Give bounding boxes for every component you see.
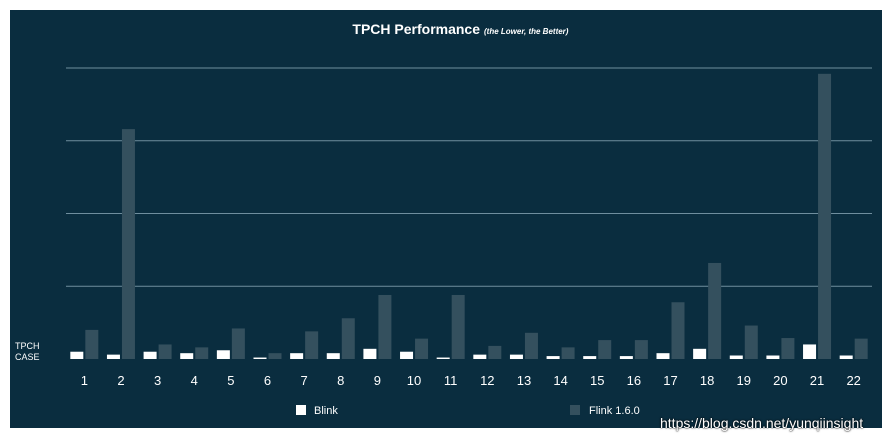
legend-label-flink: Flink 1.6.0 — [589, 405, 640, 417]
bar-blink-16 — [619, 356, 633, 359]
bar-blink-19 — [729, 355, 743, 359]
bar-flink-16 — [634, 340, 648, 359]
legend-swatch-blink — [296, 405, 306, 415]
bar-flink-5 — [231, 328, 245, 359]
bar-flink-9 — [378, 294, 392, 359]
bar-flink-21 — [818, 73, 832, 359]
x-tick-label: 20 — [773, 373, 787, 388]
bar-flink-3 — [158, 344, 172, 359]
x-tick-label: 22 — [846, 373, 860, 388]
x-tick-label: 16 — [627, 373, 641, 388]
bar-blink-18 — [693, 348, 707, 359]
bar-flink-11 — [451, 294, 465, 359]
legend: Blink Flink 1.6.0 — [296, 405, 640, 417]
x-tick-label: 18 — [700, 373, 714, 388]
x-tick-labels: 1 2 3 4 5 6 7 8 9 10 11 12 13 14 15 16 17 18 19 20 21 22 — [81, 373, 861, 388]
x-tick-label: 12 — [480, 373, 494, 388]
x-tick-label: 13 — [517, 373, 531, 388]
bar-blink-7 — [290, 353, 304, 359]
bars — [70, 73, 868, 359]
bar-blink-15 — [583, 356, 597, 359]
bar-blink-11 — [436, 357, 450, 359]
legend-label-blink: Blink — [314, 405, 338, 417]
x-tick-label: 6 — [264, 373, 271, 388]
chart-frame: 1 2 3 4 5 6 7 8 9 10 11 12 13 14 15 16 17 18 19 20 21 22 TPCH… — [10, 10, 882, 431]
legend-swatch-flink — [570, 405, 580, 415]
watermark: https://blog.csdn.net/yunqiinsight — [660, 415, 864, 431]
bar-blink-2 — [106, 354, 120, 359]
bar-flink-19 — [744, 325, 758, 359]
bar-flink-14 — [561, 347, 575, 359]
bar-flink-18 — [708, 262, 722, 359]
chart-title: TPCH Performance — [352, 21, 480, 37]
x-tick-label: 1 — [81, 373, 88, 388]
x-tick-label: 21 — [810, 373, 824, 388]
x-tick-label: 11 — [444, 373, 458, 388]
x-tick-label: 8 — [337, 373, 344, 388]
x-tick-label: 19 — [737, 373, 751, 388]
gridlines — [66, 67, 872, 287]
x-tick-label: 3 — [154, 373, 161, 388]
x-tick-label: 14 — [553, 373, 567, 388]
x-tick-label: 4 — [191, 373, 198, 388]
bar-blink-4 — [180, 353, 194, 359]
bar-blink-12 — [473, 354, 487, 359]
x-axis-label: TPCH CASE — [15, 341, 40, 362]
bar-flink-6 — [268, 353, 282, 359]
bar-flink-2 — [121, 129, 135, 359]
bar-blink-20 — [766, 355, 780, 359]
bar-blink-13 — [509, 354, 523, 359]
bar-blink-14 — [546, 356, 560, 359]
bar-blink-6 — [253, 357, 267, 359]
bar-flink-10 — [415, 338, 429, 359]
bar-blink-22 — [839, 355, 853, 359]
bar-flink-17 — [671, 302, 685, 359]
bar-flink-1 — [85, 329, 99, 359]
x-tick-label: 17 — [663, 373, 677, 388]
bar-blink-9 — [363, 348, 377, 359]
bar-blink-17 — [656, 353, 670, 359]
x-tick-label: 2 — [117, 373, 124, 388]
bar-flink-15 — [598, 340, 612, 359]
bar-blink-3 — [143, 351, 157, 359]
bar-flink-7 — [305, 331, 319, 359]
x-tick-label: 15 — [590, 373, 604, 388]
bar-blink-10 — [400, 351, 414, 359]
bar-flink-20 — [781, 338, 795, 359]
bar-flink-8 — [341, 318, 355, 359]
bar-blink-1 — [70, 351, 84, 359]
x-tick-label: 10 — [407, 373, 421, 388]
bar-blink-21 — [803, 344, 817, 359]
chart-canvas: 1 2 3 4 5 6 7 8 9 10 11 12 13 14 15 16 17 18 19 20 21 22 TPCH… — [10, 10, 882, 428]
x-tick-label: 9 — [374, 373, 381, 388]
bar-blink-8 — [326, 353, 340, 359]
chart-background — [10, 10, 882, 428]
bar-blink-5 — [216, 350, 230, 359]
x-tick-label: 5 — [227, 373, 234, 388]
bar-flink-22 — [854, 338, 868, 359]
bar-flink-4 — [195, 347, 209, 359]
bar-flink-12 — [488, 345, 502, 359]
chart-subtitle: (the Lower, the Better) — [484, 27, 569, 36]
bar-flink-13 — [524, 332, 538, 359]
x-tick-label: 7 — [301, 373, 308, 388]
